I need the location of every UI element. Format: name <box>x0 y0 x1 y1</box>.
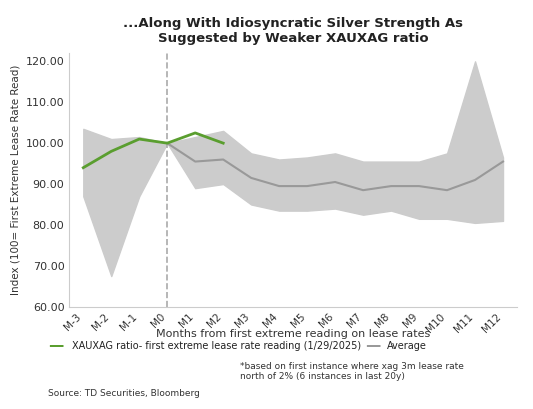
Title: ...Along With Idiosyncratic Silver Strength As
Suggested by Weaker XAUXAG ratio: ...Along With Idiosyncratic Silver Stren… <box>123 17 463 45</box>
Text: XAUXAG ratio- first extreme lease rate reading (1/29/2025): XAUXAG ratio- first extreme lease rate r… <box>72 341 361 351</box>
Text: —: — <box>48 338 63 353</box>
Text: Source: TD Securities, Bloomberg: Source: TD Securities, Bloomberg <box>48 389 200 398</box>
Text: Average: Average <box>386 341 426 351</box>
Text: —: — <box>365 338 381 353</box>
Text: *based on first instance where xag 3m lease rate
north of 2% (6 instances in las: *based on first instance where xag 3m le… <box>240 362 464 381</box>
Y-axis label: Index (100= First Extreme Lease Rate Read): Index (100= First Extreme Lease Rate Rea… <box>10 65 20 295</box>
Text: Months from first extreme reading on lease rates: Months from first extreme reading on lea… <box>156 329 430 339</box>
